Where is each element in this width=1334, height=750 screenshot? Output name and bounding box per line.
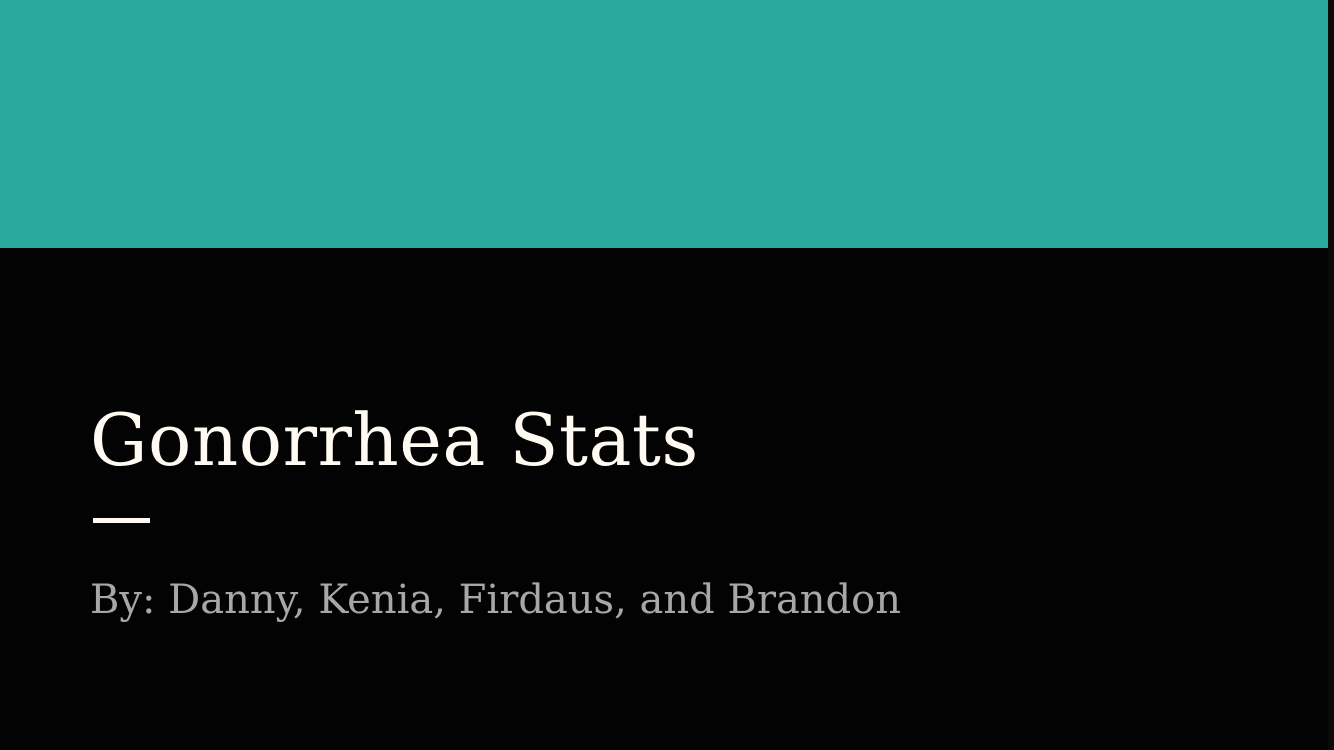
slide-subtitle: By: Danny, Kenia, Firdaus, and Brandon xyxy=(90,577,901,623)
slide-right-edge xyxy=(1328,0,1334,750)
teal-header-band xyxy=(0,0,1328,248)
title-accent-rule xyxy=(93,518,150,523)
slide-title: Gonorrhea Stats xyxy=(90,398,699,482)
